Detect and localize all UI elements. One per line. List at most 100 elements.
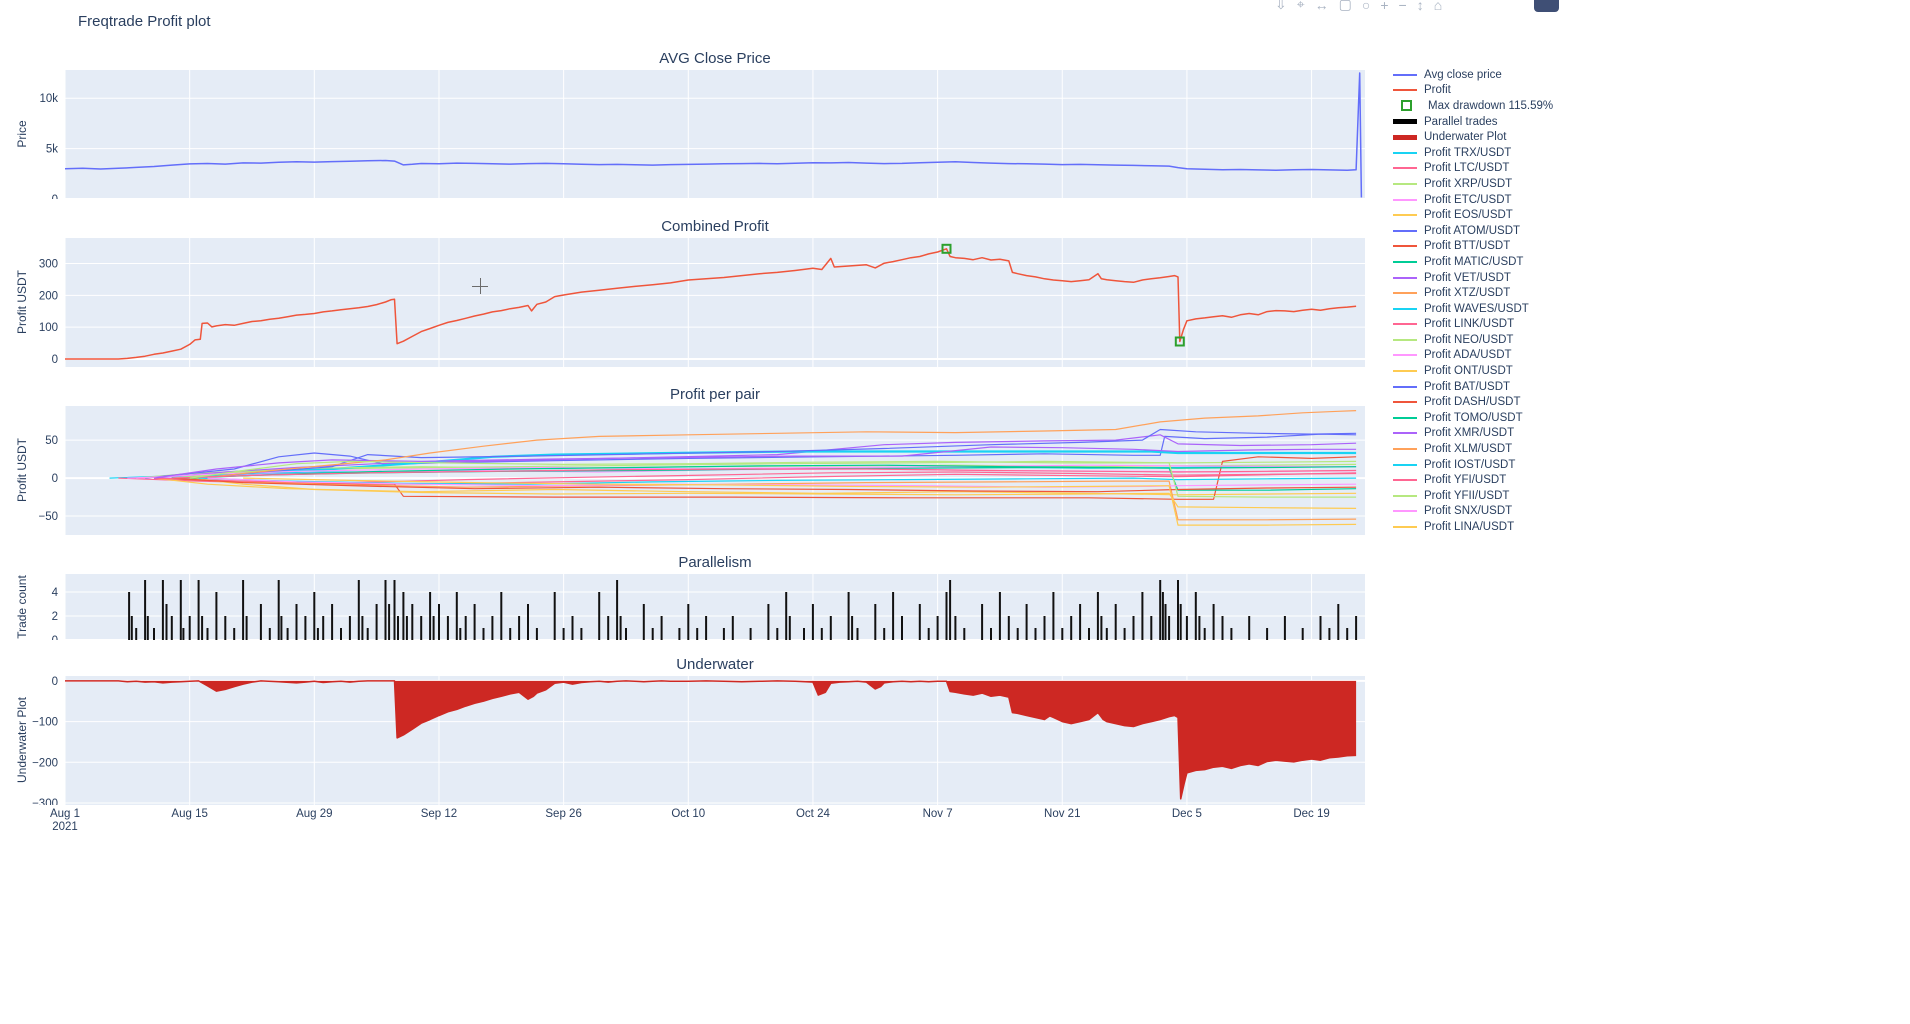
legend-item-profit-atom-usdt[interactable]: Profit ATOM/USDT xyxy=(1393,223,1553,239)
y-tick-label: 100 xyxy=(39,322,58,334)
legend-item-profit-vet-usdt[interactable]: Profit VET/USDT xyxy=(1393,270,1553,286)
download-plot-icon[interactable]: ⇩ xyxy=(1275,0,1287,12)
x-tick-label: Aug 29 xyxy=(296,808,333,820)
legend-item-profit-snx-usdt[interactable]: Profit SNX/USDT xyxy=(1393,504,1553,520)
legend-line-swatch-icon xyxy=(1393,448,1417,451)
subplot-profit-per-pair[interactable]: −50 0 50 xyxy=(25,406,1365,535)
legend-label: Profit TRX/USDT xyxy=(1424,146,1512,159)
line-profit-xlm-usdt xyxy=(198,410,1357,479)
zoom-in-icon[interactable]: + xyxy=(1380,0,1389,13)
legend-item-max-drawdown-115-59-[interactable]: Max drawdown 115.59% xyxy=(1393,98,1553,114)
legend-line-swatch-icon xyxy=(1393,510,1417,513)
subplot-underwater[interactable]: 0 −100 −200 −300 xyxy=(25,676,1365,805)
y-tick-label: −300 xyxy=(32,798,58,805)
legend-item-profit-trx-usdt[interactable]: Profit TRX/USDT xyxy=(1393,145,1553,161)
autoscale-icon[interactable]: ↕ xyxy=(1416,0,1424,13)
x-tick-label: Dec 5 xyxy=(1171,808,1202,820)
legend-line-swatch-icon xyxy=(1393,119,1417,125)
max-drawdown-markers xyxy=(941,243,1185,347)
legend-item-profit-bat-usdt[interactable]: Profit BAT/USDT xyxy=(1393,379,1553,395)
line-profit-snx-usdt xyxy=(207,477,1357,488)
legend-item-profit-ltc-usdt[interactable]: Profit LTC/USDT xyxy=(1393,161,1553,177)
subplot-title-underwater: Underwater xyxy=(676,656,754,673)
legend-item-profit-ada-usdt[interactable]: Profit ADA/USDT xyxy=(1393,348,1553,364)
y-tick-label: 4 xyxy=(52,587,59,599)
legend-line-swatch-icon xyxy=(1393,182,1417,185)
y-tick-label: 0 xyxy=(52,473,58,485)
subplot-avg-close-price[interactable]: 0 5k 10k xyxy=(25,70,1365,199)
legend-item-profit-yfii-usdt[interactable]: Profit YFII/USDT xyxy=(1393,488,1553,504)
legend-label: Profit ETC/USDT xyxy=(1424,193,1512,206)
y-tick-label: 10k xyxy=(39,93,58,105)
legend-label: Underwater Plot xyxy=(1424,131,1507,144)
subplot-title-parallelism: Parallelism xyxy=(678,554,752,571)
x-tick-label: Nov 7 xyxy=(922,808,953,820)
gridlines xyxy=(64,238,1365,367)
legend-item-profit-etc-usdt[interactable]: Profit ETC/USDT xyxy=(1393,192,1553,208)
subplot-title-profit-per-pair: Profit per pair xyxy=(669,386,761,403)
legend-item-profit-link-usdt[interactable]: Profit LINK/USDT xyxy=(1393,317,1553,333)
legend-label: Profit IOST/USDT xyxy=(1424,458,1516,471)
x-tick-label: Aug 15 xyxy=(171,808,208,820)
legend-label: Profit LINA/USDT xyxy=(1424,521,1515,534)
box-select-icon[interactable]: ▢ xyxy=(1338,0,1352,12)
legend-item-profit-xtz-usdt[interactable]: Profit XTZ/USDT xyxy=(1393,285,1553,301)
y-tick-label: −100 xyxy=(32,717,58,729)
legend-label: Profit LTC/USDT xyxy=(1424,162,1510,175)
line-profit-xtz-usdt xyxy=(171,477,1357,521)
legend-line-swatch-icon xyxy=(1393,214,1417,217)
y-tick-label: 0 xyxy=(52,635,58,640)
legend-item-profit-xmr-usdt[interactable]: Profit XMR/USDT xyxy=(1393,426,1553,442)
legend-label: Profit DASH/USDT xyxy=(1424,396,1521,409)
legend-item-profit-xlm-usdt[interactable]: Profit XLM/USDT xyxy=(1393,441,1553,457)
plotly-modebar: ⇩ ⌖ ↔ ▢ ○ + − ↕ ⌂ xyxy=(1275,0,1442,13)
reset-axes-icon[interactable]: ⌂ xyxy=(1433,0,1443,13)
legend-item-parallel-trades[interactable]: Parallel trades xyxy=(1393,114,1553,130)
zoom-out-icon[interactable]: − xyxy=(1398,0,1407,13)
legend-label: Profit ATOM/USDT xyxy=(1424,224,1521,237)
legend-item-profit-tomo-usdt[interactable]: Profit TOMO/USDT xyxy=(1393,410,1553,426)
legend-item-profit-ont-usdt[interactable]: Profit ONT/USDT xyxy=(1393,363,1553,379)
y-tick-label: 200 xyxy=(39,290,58,302)
legend-line-swatch-icon xyxy=(1393,167,1417,170)
legend-line-swatch-icon xyxy=(1393,307,1417,310)
legend-item-profit-neo-usdt[interactable]: Profit NEO/USDT xyxy=(1393,332,1553,348)
x-tick-label: Nov 21 xyxy=(1044,808,1081,820)
legend-item-profit[interactable]: Profit xyxy=(1393,83,1553,99)
legend-line-swatch-icon xyxy=(1393,401,1417,404)
legend-line-swatch-icon xyxy=(1393,134,1417,140)
subplot-parallelism[interactable]: 0 2 4 xyxy=(25,574,1365,640)
x-tick-label: Sep 12 xyxy=(420,808,458,820)
legend-item-profit-lina-usdt[interactable]: Profit LINA/USDT xyxy=(1393,519,1553,535)
legend-line-swatch-icon xyxy=(1393,89,1417,92)
legend-item-profit-matic-usdt[interactable]: Profit MATIC/USDT xyxy=(1393,254,1553,270)
legend-item-profit-btt-usdt[interactable]: Profit BTT/USDT xyxy=(1393,239,1553,255)
line-profit-lina-usdt xyxy=(243,477,1357,526)
legend-item-profit-eos-usdt[interactable]: Profit EOS/USDT xyxy=(1393,207,1553,223)
zoom-icon[interactable]: ⌖ xyxy=(1296,0,1305,12)
legend-item-profit-iost-usdt[interactable]: Profit IOST/USDT xyxy=(1393,457,1553,473)
lasso-select-icon[interactable]: ○ xyxy=(1361,0,1371,13)
legend-item-profit-yfi-usdt[interactable]: Profit YFI/USDT xyxy=(1393,472,1553,488)
x-tick-label: Dec 19 xyxy=(1293,808,1330,820)
legend-label: Profit VET/USDT xyxy=(1424,271,1511,284)
line-profit-bat-usdt xyxy=(198,428,1357,479)
line-profit xyxy=(65,248,1357,360)
legend-item-profit-waves-usdt[interactable]: Profit WAVES/USDT xyxy=(1393,301,1553,317)
pan-icon[interactable]: ↔ xyxy=(1314,0,1329,13)
line-underwater-plot xyxy=(65,680,1357,800)
y-tick-label: 5k xyxy=(46,144,58,156)
legend-label: Profit ONT/USDT xyxy=(1424,365,1513,378)
plotly-logo[interactable] xyxy=(1534,0,1559,12)
legend-label: Profit XRP/USDT xyxy=(1424,177,1513,190)
legend-item-profit-xrp-usdt[interactable]: Profit XRP/USDT xyxy=(1393,176,1553,192)
line-profit-atom-usdt xyxy=(145,433,1357,479)
x-tick-label: Oct 10 xyxy=(671,808,706,820)
legend-label: Profit NEO/USDT xyxy=(1424,333,1514,346)
subplot-title-combined-profit: Combined Profit xyxy=(661,218,769,235)
legend-item-underwater-plot[interactable]: Underwater Plot xyxy=(1393,129,1553,145)
legend-item-profit-dash-usdt[interactable]: Profit DASH/USDT xyxy=(1393,394,1553,410)
subplot-combined-profit[interactable]: 0 100 200 300 xyxy=(25,238,1365,367)
legend-item-avg-close-price[interactable]: Avg close price xyxy=(1393,67,1553,83)
